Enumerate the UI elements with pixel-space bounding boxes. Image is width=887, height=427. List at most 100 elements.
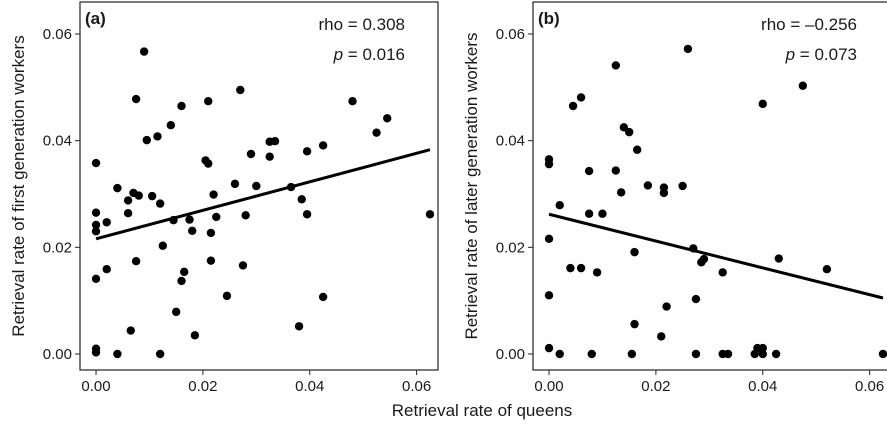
data-point-b [630,247,639,257]
data-point-b [798,81,808,90]
ticks-a: 0.00 0.02 0.04 0.06 0.00 0.02 0.04 0.06 [43,26,431,395]
y-tick-label-b: 0.04 [496,133,525,150]
data-point-a [246,149,256,159]
panel-b: (b) rho = –0.256 p = 0.073 Retrieval rat… [462,1,887,395]
data-point-a [204,159,213,168]
data-point-a [142,135,151,145]
data-point-a [123,196,133,205]
data-point-b [657,332,666,341]
data-point-b [584,166,594,176]
panel-a: (a) rho = 0.308 p = 0.016 Retrieval rate… [9,1,439,395]
regression-line-b [548,212,884,300]
data-point-b [592,268,602,277]
y-tick-label-b: 0.00 [496,346,525,363]
p-value-a: = 0.016 [343,45,405,64]
data-point-a [134,191,143,200]
data-point-a [206,228,216,238]
data-point-a [147,191,157,201]
x-tick-label-b: 0.02 [641,378,670,395]
x-tick-label-b: 0.04 [748,378,777,395]
data-point-a [113,349,122,359]
data-point-a [91,220,101,230]
data-point-a [222,291,232,301]
data-point-b [627,349,637,359]
points-a [91,47,435,359]
data-point-b [555,349,564,359]
data-point-a [153,132,162,141]
data-point-b [689,244,698,253]
data-point-b [659,188,669,198]
data-point-a [91,158,101,168]
data-point-a [123,209,133,218]
data-point-b [643,181,653,190]
y-tick-label-b: 0.06 [496,26,525,43]
data-point-b [544,159,554,169]
y-axis-title-b: Retrieval rate of later generation worke… [462,32,481,339]
data-point-b [576,263,586,273]
data-point-b [566,263,575,273]
data-point-b [576,93,586,102]
y-axis-title-a: Retrieval rate of first generation worke… [9,35,28,336]
plot-frame-a [79,1,439,371]
data-point-a [302,210,312,219]
points-b [544,44,887,359]
data-point-a [158,241,168,250]
data-point-a [131,94,141,104]
data-point-a [177,276,186,286]
data-point-b [611,61,621,70]
data-point-a [179,267,189,277]
ticks-b: 0.00 0.02 0.04 0.06 0.00 0.02 0.04 0.06 [496,26,884,395]
data-point-b [758,349,767,359]
y-tick-label-b: 0.02 [496,239,525,256]
data-point-a [297,195,306,204]
data-point-a [155,349,165,359]
x-tick-label-b: 0.00 [534,378,563,395]
x-axis-title: Retrieval rate of queens [392,401,573,420]
panel-label-b: (b) [538,9,560,28]
panel-label-a: (a) [85,9,106,28]
data-point-a [102,265,111,274]
data-point-b [611,166,621,175]
data-point-b [616,188,626,197]
data-point-a [302,147,312,156]
p-value-label-a: p = 0.016 [333,45,405,64]
data-point-a [236,85,245,95]
p-symbol-b: p [785,45,795,64]
data-point-a [212,212,221,222]
data-point-b [771,349,781,359]
data-point-b [723,349,733,359]
data-point-a [166,121,176,130]
data-point-a [169,215,178,225]
data-point-b [587,349,596,359]
data-point-a [238,261,248,270]
data-point-b [758,99,767,109]
regression-line-a [95,148,431,241]
data-point-a [372,128,381,137]
data-point-a [91,274,101,283]
data-point-a [425,210,435,219]
data-point-b [699,254,709,264]
data-point-b [584,209,594,218]
data-point-a [318,292,328,302]
data-point-a [131,257,141,266]
data-point-b [544,343,554,353]
data-point-a [230,179,240,189]
data-point-a [241,211,250,220]
x-tick-label-a: 0.06 [402,378,431,395]
data-point-a [206,256,216,265]
data-point-a [102,218,111,227]
data-point-b [619,123,629,132]
x-tick-label-a: 0.00 [81,378,110,395]
data-point-b [758,343,767,353]
p-value-b: = 0.073 [795,45,857,64]
data-point-b [678,181,687,191]
data-point-b [691,294,701,304]
x-tick-label-b: 0.06 [855,378,884,395]
data-point-b [662,302,671,311]
data-point-a [177,101,186,111]
data-point-b [544,291,554,300]
data-point-b [718,268,727,277]
p-symbol-a: p [333,45,343,64]
data-point-a [383,114,392,123]
